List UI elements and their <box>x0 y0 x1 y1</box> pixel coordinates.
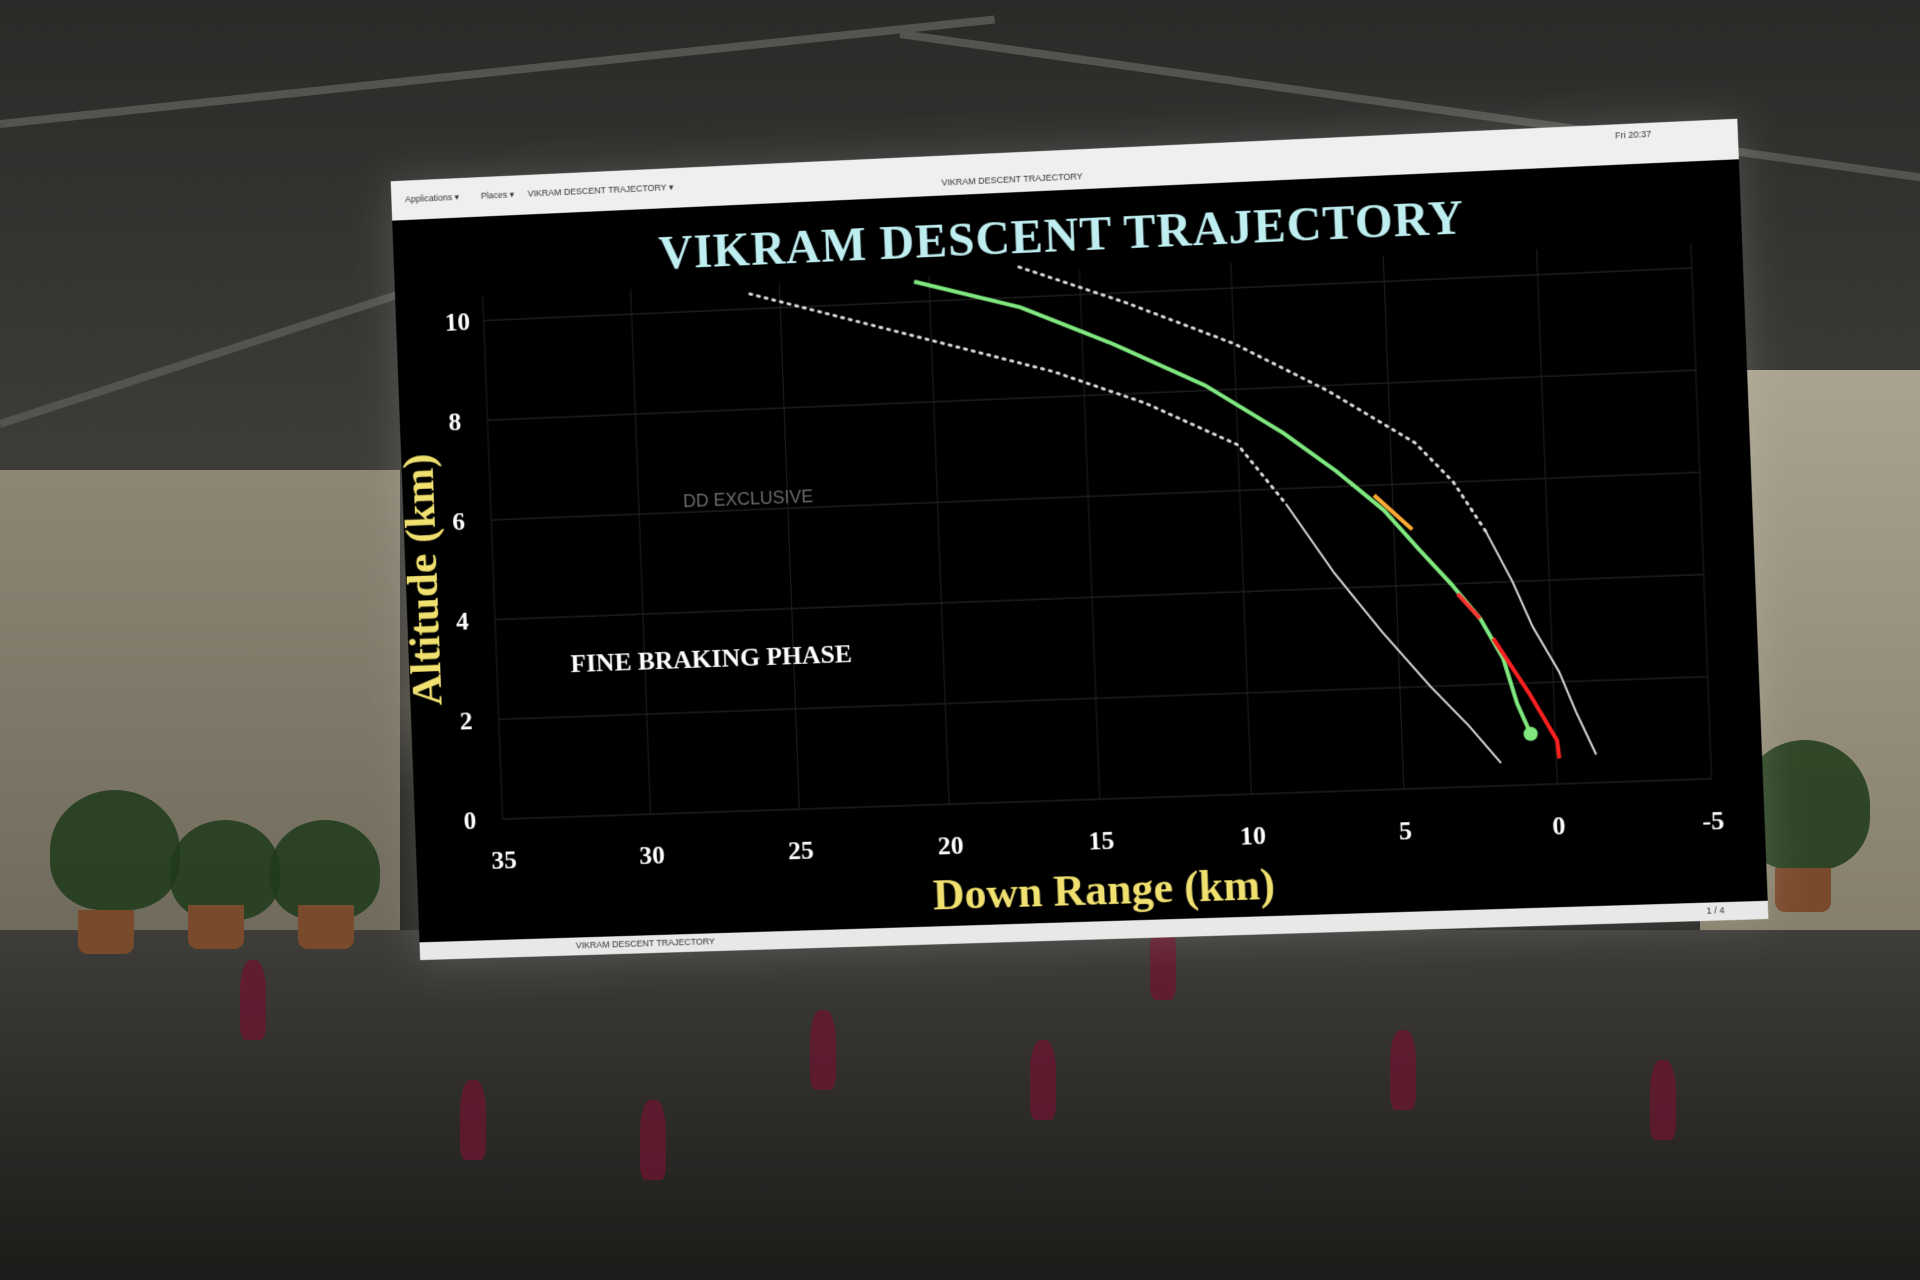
series-line-upper-bound <box>1486 528 1596 758</box>
celosia-flower <box>810 1010 836 1090</box>
grid-line-horizontal <box>484 268 1692 321</box>
celosia-flower <box>1650 1060 1676 1140</box>
grid-line-vertical <box>631 289 651 814</box>
series-line-lower-bound-dotted <box>750 271 1286 525</box>
x-tick-label: 15 <box>1088 826 1115 856</box>
trajectory-chart: 0 2 4 6 8 10 35 30 25 20 15 10 5 0 -5 Down Range (km) Al… <box>391 119 1769 960</box>
grid-line-horizontal <box>499 677 1708 720</box>
series-line-upper-bound-dotted <box>1019 247 1486 549</box>
grid-line-vertical <box>1691 242 1712 778</box>
grid-line-vertical <box>779 283 799 810</box>
grid-line-vertical <box>929 276 949 804</box>
y-tick-label: 8 <box>448 407 462 436</box>
celosia-flower <box>240 960 266 1040</box>
celosia-flower <box>1030 1040 1056 1120</box>
x-tick-label: -5 <box>1702 806 1725 836</box>
x-axis-label: Down Range (km) <box>932 860 1276 919</box>
grid-line-vertical <box>1231 263 1251 794</box>
highlight-segment <box>1458 593 1480 619</box>
grid-line-horizontal <box>495 574 1704 619</box>
celosia-flower <box>460 1080 486 1160</box>
grid-line-vertical <box>1079 269 1099 799</box>
plant-pot <box>188 905 244 949</box>
x-tick-label: 35 <box>491 845 517 875</box>
y-tick-label: 4 <box>456 607 470 636</box>
x-tick-label: 30 <box>639 840 666 870</box>
tent-beam <box>0 15 995 127</box>
series-line-lower-bound <box>1286 496 1501 770</box>
y-tick-label: 6 <box>452 507 466 536</box>
workspace-indicator[interactable]: 1 / 4 <box>1706 905 1724 916</box>
plant-pot <box>78 910 134 954</box>
x-tick-label: 25 <box>788 835 815 865</box>
grid-line-vertical <box>1537 249 1558 784</box>
grid-line-vertical <box>483 296 503 819</box>
stage-floor <box>0 930 1920 1280</box>
y-tick-label: 0 <box>463 806 477 835</box>
plant-pot <box>1775 868 1831 912</box>
grid-line-horizontal <box>491 472 1700 520</box>
x-tick-label: 0 <box>1552 811 1566 841</box>
x-tick-label: 10 <box>1239 821 1266 851</box>
phase-annotation: FINE BRAKING PHASE <box>570 639 852 678</box>
taskbar-item[interactable]: VIKRAM DESCENT TRAJECTORY <box>576 936 716 950</box>
y-tick-label: 2 <box>459 706 473 735</box>
grid-line-horizontal <box>503 779 1712 819</box>
celosia-flower <box>640 1100 666 1180</box>
display-screen: Applications ▾ Places ▾ VIKRAM DESCENT T… <box>391 119 1769 960</box>
y-axis-label: Altitude (km) <box>395 453 452 707</box>
x-tick-label: 20 <box>937 831 964 861</box>
grid-line-horizontal <box>487 370 1695 420</box>
x-tick-label: 5 <box>1398 816 1412 846</box>
plant-pot <box>298 905 354 949</box>
end-point-marker <box>1523 727 1538 742</box>
y-tick-label: 10 <box>444 307 470 337</box>
series-line-actual <box>914 255 1531 754</box>
celosia-flower <box>1390 1030 1416 1110</box>
potted-plant <box>50 790 180 910</box>
